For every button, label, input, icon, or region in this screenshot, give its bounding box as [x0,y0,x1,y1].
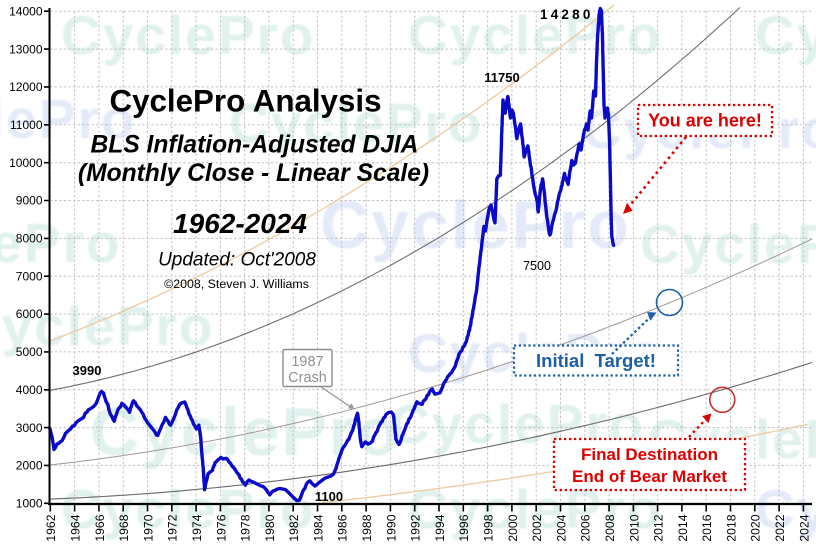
svg-text:CyclePro: CyclePro [640,213,816,275]
svg-text:2020: 2020 [749,514,763,541]
svg-text:1996: 1996 [457,514,471,541]
svg-text:Initial Target!: Initial Target! [536,350,656,371]
svg-text:CyclePro Analysis: CyclePro Analysis [110,84,382,119]
svg-text:12000: 12000 [9,80,43,94]
svg-text:1974: 1974 [190,514,204,541]
svg-text:CyclePro: CyclePro [320,187,631,263]
svg-text:3990: 3990 [73,363,102,378]
svg-text:CyclePro: CyclePro [0,212,121,274]
svg-text:CyclePro: CyclePro [755,478,816,540]
svg-text:(Monthly Close - Linear Scale): (Monthly Close - Linear Scale) [78,160,429,187]
svg-text:1978: 1978 [239,514,253,541]
svg-text:1968: 1968 [117,514,131,541]
svg-text:1982: 1982 [287,514,301,541]
svg-text:1972: 1972 [166,514,180,541]
svg-text:2024: 2024 [797,514,811,541]
svg-text:Updated: Oct'2008: Updated: Oct'2008 [158,250,316,271]
svg-text:Final Destination: Final Destination [581,445,718,464]
svg-text:2006: 2006 [579,514,593,541]
svg-text:2012: 2012 [652,514,666,541]
svg-text:Crash: Crash [288,370,327,386]
svg-text:1000: 1000 [16,497,43,511]
svg-text:2016: 2016 [700,514,714,541]
svg-text:13000: 13000 [9,42,43,56]
svg-text:CyclePro: CyclePro [408,4,662,66]
svg-text:1980: 1980 [263,514,277,541]
svg-text:1966: 1966 [93,514,107,541]
svg-text:You are here!: You are here! [648,111,762,131]
svg-text:1976: 1976 [214,514,228,541]
svg-text:CyclePro: CyclePro [755,4,816,66]
svg-text:1987: 1987 [291,354,323,370]
svg-text:1962-2024: 1962-2024 [173,208,307,239]
svg-text:1964: 1964 [69,514,83,541]
svg-text:1998: 1998 [482,514,496,541]
svg-text:2022: 2022 [773,514,787,541]
svg-text:1990: 1990 [384,514,398,541]
svg-text:2000: 2000 [16,459,43,473]
svg-text:BLS Inflation-Adjusted DJIA: BLS Inflation-Adjusted DJIA [91,132,419,159]
svg-text:2014: 2014 [676,514,690,541]
svg-text:CyclePro: CyclePro [0,88,136,150]
svg-text:©2008, Steven J. Williams: ©2008, Steven J. Williams [164,277,309,291]
svg-text:10000: 10000 [9,156,43,170]
svg-text:1100: 1100 [315,489,343,504]
svg-text:14280: 14280 [540,7,594,22]
svg-text:6000: 6000 [16,307,43,321]
svg-text:2004: 2004 [554,514,568,541]
svg-text:14000: 14000 [9,4,43,18]
svg-text:1988: 1988 [360,514,374,541]
svg-text:3000: 3000 [16,421,43,435]
svg-text:11750: 11750 [484,70,519,85]
svg-text:1994: 1994 [433,514,447,541]
svg-text:End of Bear Market: End of Bear Market [572,467,727,486]
svg-text:CyclePro: CyclePro [61,4,315,66]
svg-text:8000: 8000 [16,232,43,246]
svg-text:5000: 5000 [16,345,43,359]
svg-text:9000: 9000 [16,194,43,208]
svg-text:1984: 1984 [311,514,325,541]
svg-text:1962: 1962 [44,514,58,541]
svg-text:7500: 7500 [523,259,551,273]
svg-text:CyclePro: CyclePro [0,295,214,357]
svg-text:4000: 4000 [16,383,43,397]
svg-text:11000: 11000 [10,118,43,132]
svg-text:7000: 7000 [16,269,43,283]
svg-text:1986: 1986 [336,514,350,541]
svg-text:2008: 2008 [603,514,617,541]
svg-text:CyclePro: CyclePro [61,478,315,540]
svg-text:2002: 2002 [530,514,544,541]
svg-text:1992: 1992 [409,514,423,541]
svg-text:2000: 2000 [506,514,520,541]
svg-text:2010: 2010 [627,514,641,541]
svg-text:2018: 2018 [724,514,738,541]
svg-text:1970: 1970 [141,514,155,541]
